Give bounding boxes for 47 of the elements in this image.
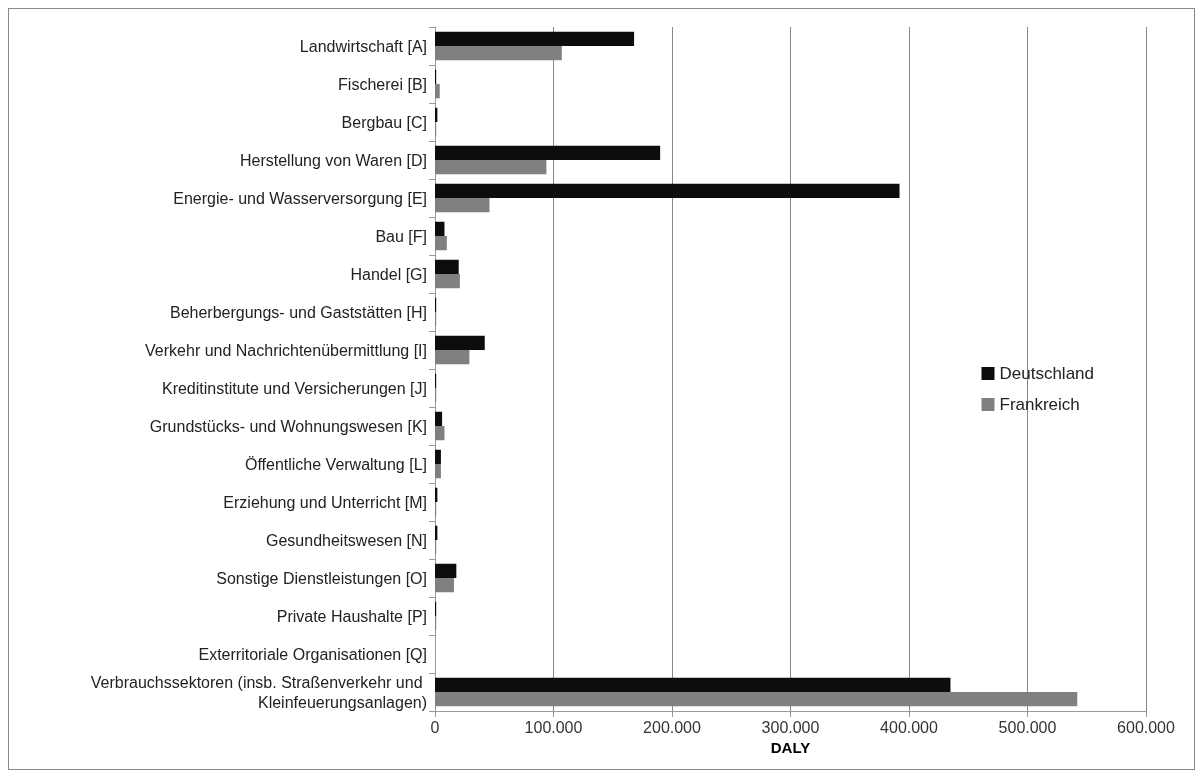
- y-tick-label: Sonstige Dienstleistungen [O]: [216, 569, 427, 587]
- y-tick-label: Beherbergungs- und Gaststätten [H]: [169, 303, 427, 321]
- y-tick-label: Erziehung und Unterricht [M]: [223, 493, 427, 511]
- bar: [435, 350, 470, 365]
- x-tick-label: 400.000: [880, 718, 939, 736]
- bar: [435, 236, 447, 251]
- bar: [435, 84, 440, 99]
- y-tick-label: Handel [G]: [350, 265, 427, 283]
- bar: [435, 183, 900, 198]
- y-tick-label: Bau [F]: [375, 227, 427, 245]
- bar: [435, 426, 445, 441]
- bar: [435, 198, 490, 213]
- x-tick-label: 600.000: [1117, 718, 1176, 736]
- x-tick-label: 300.000: [761, 718, 820, 736]
- y-tick-label: Gesundheitswesen [N]: [266, 531, 427, 549]
- bar: [435, 677, 951, 692]
- bar: [435, 464, 441, 479]
- y-tick-label: Kreditinstitute und Versicherungen [J]: [161, 379, 427, 397]
- x-tick-label: 200.000: [643, 718, 702, 736]
- y-tick-label: Private Haushalte [P]: [276, 607, 427, 625]
- bar: [435, 31, 635, 46]
- bar: [435, 563, 457, 578]
- y-tick-label: Fischerei [B]: [338, 75, 427, 93]
- bar: [435, 259, 459, 274]
- y-tick-label: Exterritoriale Organisationen [Q]: [198, 645, 427, 663]
- y-tick-label: Bergbau [C]: [341, 113, 427, 131]
- x-tick-label: 500.000: [998, 718, 1057, 736]
- bar: [435, 578, 454, 593]
- legend-label: Frankreich: [999, 395, 1080, 414]
- bar: [435, 411, 443, 426]
- x-tick-label: 100.000: [524, 718, 583, 736]
- bar: [435, 449, 441, 464]
- bar: [435, 145, 661, 160]
- y-tick-label: Verbrauchssektoren (insb. Straßenverkehr und Kleinfeuerungsanlagen): [90, 673, 427, 711]
- bar: [435, 335, 485, 350]
- y-tick-label: Herstellung von Waren [D]: [239, 151, 427, 169]
- y-tick-label: Grundstücks- und Wohnungswesen [K]: [149, 417, 427, 435]
- y-tick-label: Verkehr und Nachrichtenübermittlung [I]: [145, 341, 427, 359]
- y-tick-label: Öffentliche Verwaltung [L]: [244, 455, 427, 473]
- bar: [435, 274, 460, 289]
- y-tick-label: Energie- und Wasserversorgung [E]: [173, 189, 427, 207]
- x-tick-label: 0: [430, 718, 440, 736]
- legend-label: Deutschland: [999, 364, 1095, 383]
- y-tick-label: Landwirtschaft [A]: [299, 37, 427, 55]
- x-axis-title: DALY: [770, 738, 811, 756]
- bar: [435, 221, 445, 236]
- bar: [435, 160, 547, 175]
